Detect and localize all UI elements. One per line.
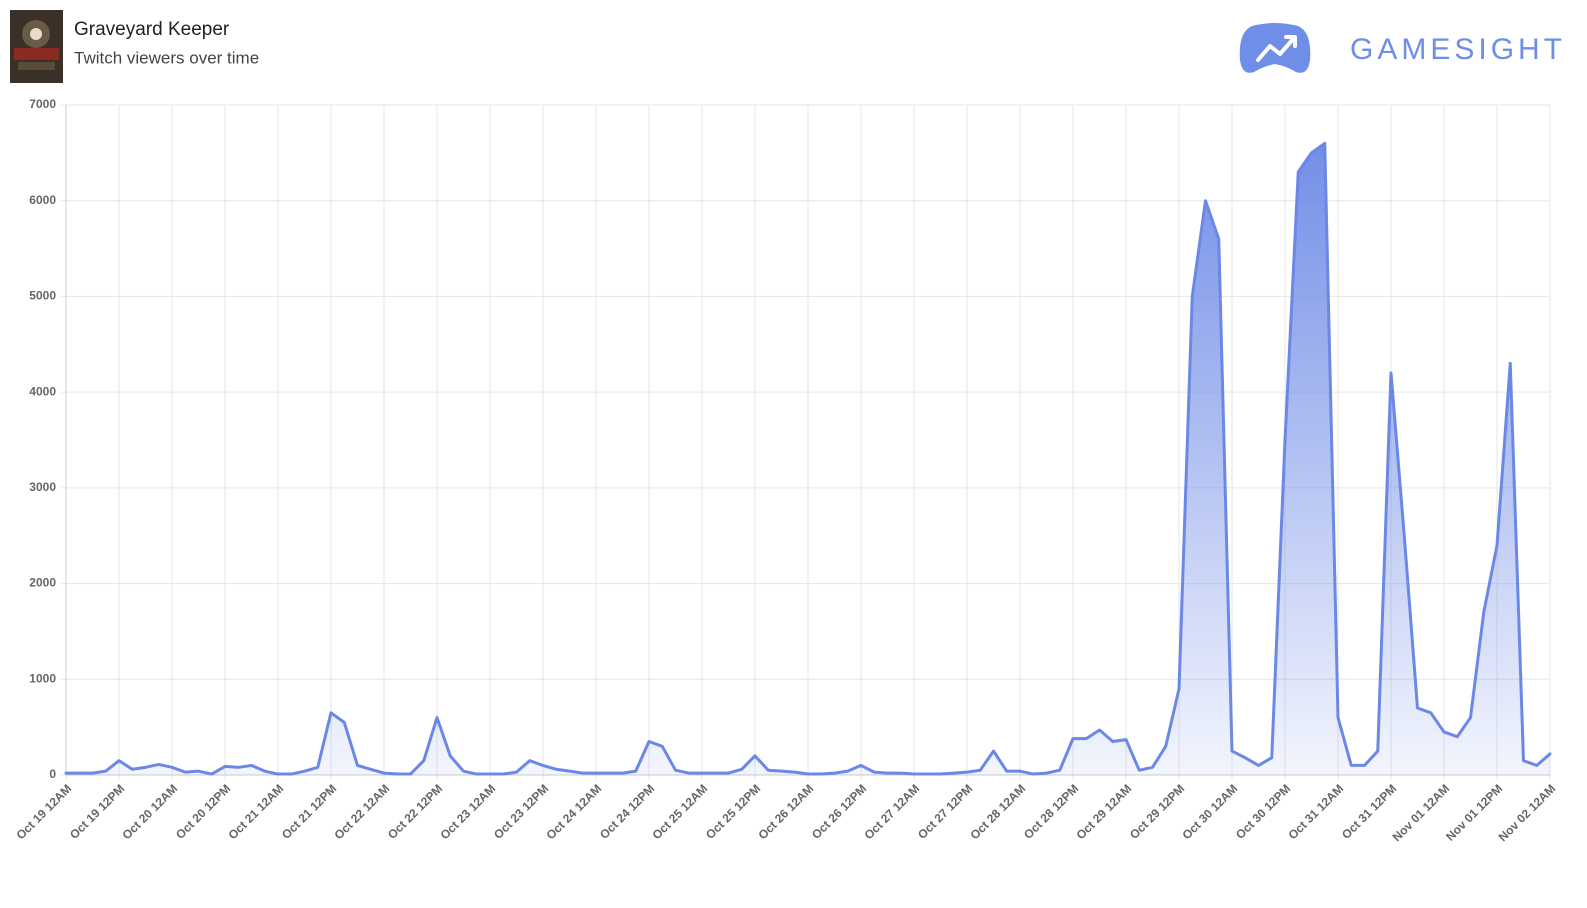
x-tick-label: Oct 30 12AM — [1180, 781, 1241, 842]
y-tick-label: 5000 — [29, 289, 56, 303]
x-tick-label: Oct 25 12PM — [703, 781, 763, 841]
x-tick-label: Oct 25 12AM — [650, 781, 711, 842]
x-tick-label: Oct 26 12PM — [809, 781, 869, 841]
y-tick-label: 4000 — [29, 384, 56, 398]
x-tick-label: Oct 23 12AM — [438, 781, 499, 842]
x-tick-label: Oct 19 12PM — [67, 781, 127, 841]
x-tick-label: Oct 23 12PM — [491, 781, 551, 841]
x-tick-label: Oct 24 12AM — [544, 781, 605, 842]
x-tick-label: Oct 22 12AM — [332, 781, 393, 842]
y-tick-label: 2000 — [29, 576, 56, 590]
y-tick-label: 3000 — [29, 480, 56, 494]
y-tick-label: 0 — [49, 767, 56, 781]
x-tick-label: Oct 28 12PM — [1021, 781, 1081, 841]
x-tick-label: Oct 27 12AM — [862, 781, 923, 842]
area — [66, 143, 1550, 776]
game-icon — [10, 10, 63, 83]
x-tick-label: Oct 30 12PM — [1233, 781, 1293, 841]
line — [64, 141, 1552, 776]
y-tick-label: 6000 — [29, 193, 56, 207]
subtitle: Twitch viewers over time — [74, 48, 259, 67]
x-tick-label: Oct 28 12AM — [968, 781, 1029, 842]
brand-name: GAMESIGHT — [1350, 33, 1566, 66]
x-tick-label: Oct 22 12PM — [385, 781, 445, 841]
x-tick-label: Oct 21 12AM — [226, 781, 287, 842]
x-tick-label: Oct 24 12PM — [597, 781, 657, 841]
x-tick-label: Oct 20 12PM — [173, 781, 233, 841]
x-tick-label: Oct 20 12AM — [120, 781, 181, 842]
x-tick-label: Oct 19 12AM — [14, 781, 75, 842]
x-tick-label: Oct 29 12AM — [1074, 781, 1135, 842]
x-tick-label: Nov 02 12AM — [1496, 781, 1559, 844]
x-tick-label: Oct 21 12PM — [279, 781, 339, 841]
x-tick-label: Oct 26 12AM — [756, 781, 817, 842]
title: Graveyard Keeper — [74, 19, 230, 40]
brand-logo — [1239, 23, 1311, 73]
y-tick-label: 7000 — [29, 97, 56, 111]
y-tick-label: 1000 — [29, 671, 56, 685]
x-tick-label: Oct 27 12PM — [915, 781, 975, 841]
x-tick-label: Oct 29 12PM — [1127, 781, 1187, 841]
x-tick-label: Oct 31 12AM — [1286, 781, 1347, 842]
